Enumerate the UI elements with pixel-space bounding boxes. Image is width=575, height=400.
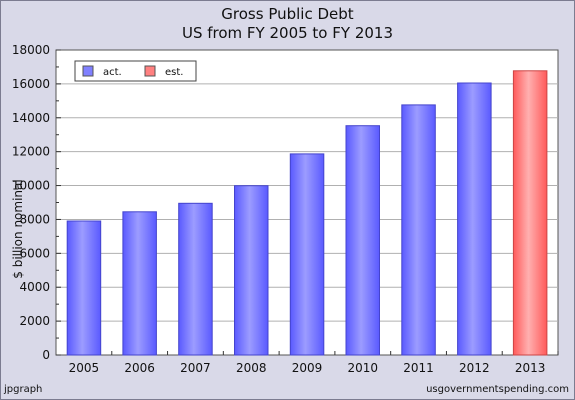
- y-tick-label: 16000: [12, 77, 50, 91]
- bar-2009: [289, 153, 325, 356]
- footer-credit-left: jpgraph: [4, 384, 43, 395]
- bar-2013: [512, 70, 548, 356]
- legend-box: [74, 60, 197, 82]
- bar-2010: [345, 125, 380, 356]
- y-tick-label: 2000: [19, 314, 50, 328]
- x-tick-label: 2009: [292, 361, 323, 375]
- x-tick-label: 2006: [124, 361, 155, 375]
- bar-2012: [457, 82, 492, 356]
- x-tick-label: 2010: [348, 361, 379, 375]
- legend-label: est.: [165, 67, 183, 78]
- x-tick-label: 2013: [515, 361, 546, 375]
- y-tick-label: 10000: [12, 179, 50, 193]
- legend-swatch-est: [144, 65, 156, 77]
- bar-2008: [234, 185, 269, 356]
- y-tick-label: 4000: [19, 280, 50, 294]
- chart-title: Gross Public Debt: [221, 5, 354, 23]
- x-tick-label: 2008: [236, 361, 267, 375]
- x-tick-label: 2011: [403, 361, 434, 375]
- y-tick-label: 0: [42, 348, 50, 362]
- y-tick-label: 6000: [19, 246, 50, 260]
- bar-2007: [178, 202, 213, 356]
- footer-credit-right: usgovernmentspending.com: [426, 384, 569, 395]
- y-tick-label: 12000: [12, 145, 50, 159]
- y-axis-label: $ billion nominal: [11, 179, 25, 279]
- y-tick-label: 8000: [19, 212, 50, 226]
- x-tick-label: 2007: [180, 361, 211, 375]
- bar-2011: [401, 104, 436, 356]
- x-tick-label: 2012: [459, 361, 490, 375]
- axes: 0 2000 4000 6000 8000 10000 12000 14000 16000 180…: [12, 43, 559, 375]
- bar-2006: [122, 211, 157, 356]
- y-tick-label: 18000: [12, 43, 50, 57]
- y-tick-label: 14000: [12, 111, 50, 125]
- bar-2005: [66, 220, 102, 356]
- chart-subtitle: US from FY 2005 to FY 2013: [181, 24, 393, 42]
- legend-swatch-act: [82, 65, 94, 77]
- legend-label: act.: [103, 67, 122, 78]
- bars: [66, 70, 548, 356]
- x-tick-label: 2005: [69, 361, 100, 375]
- legend: act. est.: [74, 60, 197, 82]
